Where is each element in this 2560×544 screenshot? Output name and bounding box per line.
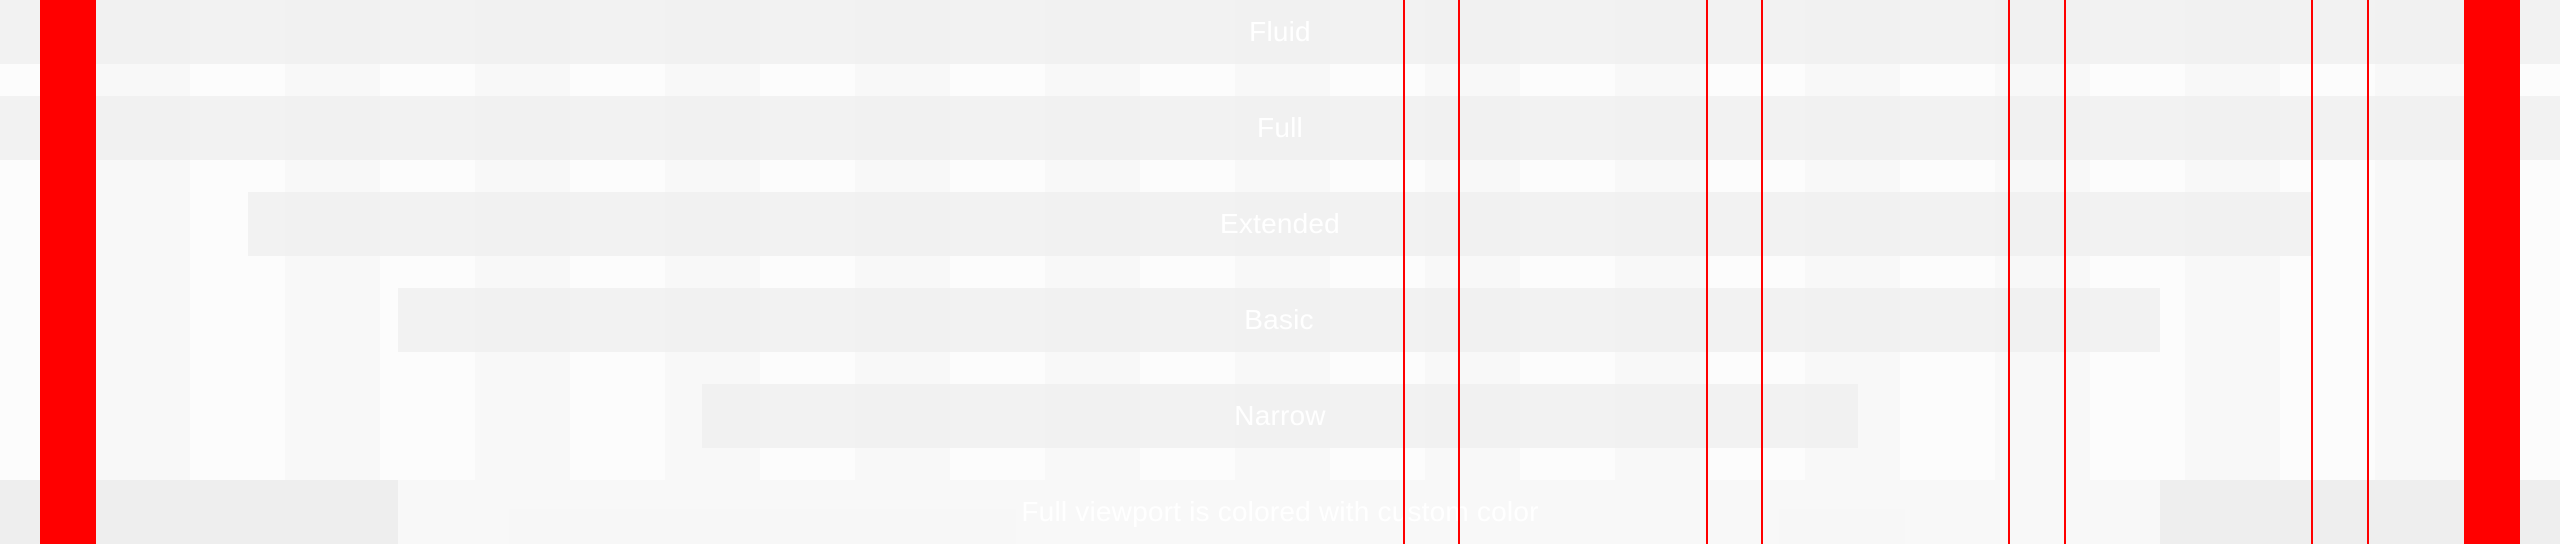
narrow-label: Narrow (1234, 400, 1326, 431)
column-guide-line (1403, 0, 1405, 544)
basic-label: Basic (1244, 304, 1314, 335)
column-guide-line (1458, 0, 1460, 544)
viewport-band: Full viewport is colored with custom col… (0, 480, 2560, 544)
column-guide-line (2311, 0, 2313, 544)
column-guide-line (1706, 0, 1708, 544)
viewport-label: Full viewport is colored with custom col… (1021, 496, 1539, 527)
column-guide-line (2367, 0, 2369, 544)
column-guide-line (1761, 0, 1763, 544)
fluid-band: Fluid (0, 0, 2560, 64)
full-label: Full (1257, 112, 1303, 143)
full-band: Full (0, 96, 2560, 160)
basic-band: Basic (398, 288, 2160, 352)
extended-label: Extended (1220, 208, 1340, 239)
viewport-row-inner (398, 480, 2160, 544)
right-gutter-marker (2464, 0, 2520, 544)
column-guide-line (2008, 0, 2010, 544)
left-gutter-marker (40, 0, 96, 544)
fluid-label: Fluid (1249, 16, 1311, 47)
extended-band: Extended (248, 192, 2312, 256)
narrow-band: Narrow (702, 384, 1858, 448)
column-guide-line (2064, 0, 2066, 544)
